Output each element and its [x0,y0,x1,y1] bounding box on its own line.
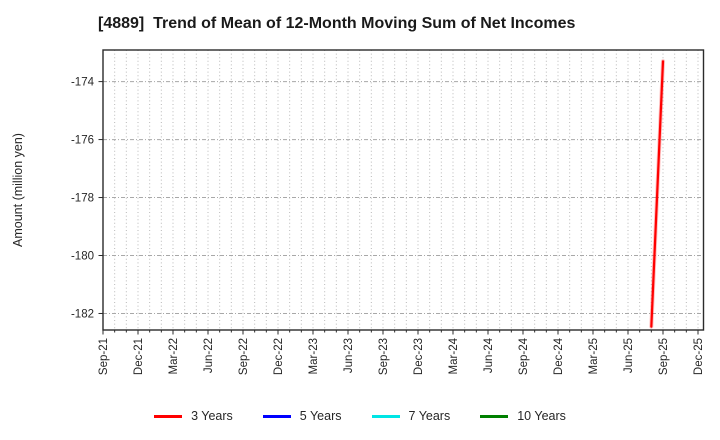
y-tick-label: -176 [71,135,94,147]
legend: 3 Years 5 Years 7 Years 10 Years [0,404,720,428]
data-series [649,59,665,329]
x-tick-label: Jun-23 [343,338,355,373]
x-tick-labels: Sep-21 Dec-21 Mar-22 Jun-22 Sep-22 Dec-22 Mar-… [98,337,705,375]
x-tick-label: Mar-23 [308,338,320,374]
legend-label: 7 Years [408,409,451,423]
legend-item-5-years: 5 Years [262,409,342,423]
x-tick-label: Jun-25 [623,338,635,373]
legend-label: 3 Years [191,409,233,423]
legend-line-swatch [371,414,400,418]
y-tick-label: -180 [71,251,94,263]
x-tick-label: Dec-23 [413,338,425,375]
x-tick-label: Dec-21 [133,338,145,375]
axis-ticks [98,81,699,335]
x-tick-label: Mar-22 [168,338,180,374]
x-tick-label: Jun-22 [203,338,215,373]
x-tick-label: Dec-22 [273,338,285,375]
x-tick-label: Sep-25 [658,338,670,375]
x-tick-label: Dec-25 [693,338,705,375]
gridlines [102,50,704,330]
legend-item-3-years: 3 Years [154,409,233,423]
chart-title: [4889] Trend of Mean of 12-Month Moving … [98,15,576,32]
legend-label: 10 Years [517,409,566,423]
x-tick-label: Jun-24 [483,337,495,373]
y-axis-title: Amount (million yen) [11,133,25,247]
x-tick-label: Dec-24 [553,337,565,375]
legend-line-swatch [154,414,183,418]
y-tick-label: -174 [71,77,95,89]
series-line-3-years [650,60,665,328]
y-tick-labels: -174 -176 -178 -180 -182 [71,77,95,321]
x-tick-label: Sep-23 [378,338,390,375]
x-tick-label: Sep-24 [518,337,530,375]
x-tick-label: Mar-24 [448,337,460,374]
x-tick-label: Sep-21 [98,338,110,375]
y-tick-label: -182 [71,308,94,320]
plot-frame [102,49,705,331]
x-tick-label: Sep-22 [238,338,250,375]
legend-label: 5 Years [299,409,342,423]
x-tick-label: Mar-25 [588,338,600,374]
y-tick-label: -178 [71,193,94,205]
legend-item-7-years: 7 Years [371,409,451,423]
legend-line-swatch [262,414,291,418]
legend-item-10-years: 10 Years [480,409,566,423]
legend-line-swatch [480,414,509,418]
